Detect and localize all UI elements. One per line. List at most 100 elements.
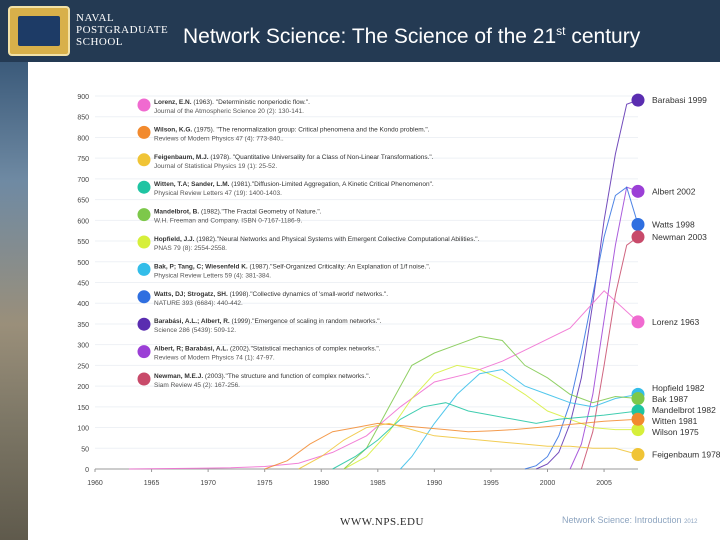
legend-journal: Physical Review Letters 47 (19): 1400-14… xyxy=(154,190,282,197)
series-end-dot xyxy=(631,423,645,437)
end-labels: Barabasi 1999 Albert 2002 Watts 1998 Newman… xyxy=(652,95,720,459)
series-end-dot xyxy=(631,412,645,426)
end-label: Barabasi 1999 xyxy=(652,95,707,105)
series-end-dot xyxy=(631,93,645,107)
y-tick-label: 200 xyxy=(77,384,89,391)
y-tick-label: 650 xyxy=(77,198,89,205)
series-line xyxy=(128,290,639,470)
x-tick-label: 2000 xyxy=(540,480,556,487)
legend-citation: Bak, P; Tang, C; Wiesenfeld K. (1987)."S… xyxy=(154,263,431,270)
legend-journal: Siam Review 45 (2): 167-256. xyxy=(154,382,240,389)
legend-journal: Physical Review Letters 59 (4): 381-384. xyxy=(154,272,271,279)
nps-logo[interactable]: NAVAL POSTGRADUATE SCHOOL xyxy=(8,6,178,56)
y-tick-label: 850 xyxy=(77,115,89,122)
nps-crest-icon xyxy=(8,6,70,56)
legend-dot xyxy=(137,372,151,386)
legend-citation: Lorenz, E.N. (1963). "Deterministic nonp… xyxy=(154,99,310,106)
logo-line: POSTGRADUATE xyxy=(76,24,169,36)
y-tick-label: 150 xyxy=(77,405,89,412)
y-tick-label: 50 xyxy=(81,446,89,453)
slide-title: Network Science: The Science of the 21st… xyxy=(183,18,640,50)
y-tick-label: 350 xyxy=(77,322,89,329)
legend-title: (2003)."The structure and function of co… xyxy=(203,373,370,380)
series-line xyxy=(580,236,639,470)
x-tick-label: 1970 xyxy=(200,480,216,487)
legend-author: Newman, M.E.J. xyxy=(154,373,203,380)
legend-author: Albert, R; Barabási, A.L. xyxy=(154,346,228,353)
footer-note: Network Science: Introduction 2012 xyxy=(562,515,697,525)
legend-title: (1999)."Emergence of scaling in random n… xyxy=(230,318,382,325)
legend-dot xyxy=(137,98,151,112)
header-bar: NAVAL POSTGRADUATE SCHOOL Network Scienc… xyxy=(0,0,720,62)
title-sup: st xyxy=(556,24,566,38)
legend-dot xyxy=(137,345,151,359)
series-end-dot xyxy=(631,230,645,244)
y-tick-label: 300 xyxy=(77,343,89,350)
legend-dot xyxy=(137,153,151,167)
legend-citation: Wilson, K.G. (1975). "The renormalizatio… xyxy=(154,126,430,133)
series-line xyxy=(343,335,639,470)
series-line xyxy=(332,402,639,470)
y-tick-label: 750 xyxy=(77,156,89,163)
citation-chart: 0 50 100 150 200 250 300 350 400 450 500 550 600 650 7… xyxy=(77,93,720,487)
legend-title: (1987)."Self-Organized Criticality: An E… xyxy=(248,263,431,270)
end-label: Lorenz 1963 xyxy=(652,317,700,327)
end-label: Hopfield 1982 xyxy=(652,383,705,393)
series-end-dot xyxy=(631,184,645,198)
x-tick-label: 1985 xyxy=(370,480,386,487)
y-tick-label: 250 xyxy=(77,363,89,370)
legend-author: Watts, DJ; Strogatz, SH. xyxy=(154,291,228,298)
legend-title: (1975). "The renormalization group: Crit… xyxy=(192,126,429,133)
legend-dot xyxy=(137,180,151,194)
footer-url[interactable]: WWW.NPS.EDU xyxy=(340,516,424,528)
legend-author: Mandelbrot, B. xyxy=(154,209,199,216)
y-tick-label: 0 xyxy=(85,467,89,474)
x-tick-label: 1990 xyxy=(427,480,443,487)
legend-author: Lorenz, E.N. xyxy=(154,99,192,106)
y-tick-label: 800 xyxy=(77,135,89,142)
title-main: Network Science: The Science of the 21 xyxy=(183,25,557,48)
y-tick-label: 400 xyxy=(77,301,89,308)
legend-citation: Albert, R; Barabási, A.L. (2002)."Statis… xyxy=(154,346,381,353)
series-end-dot xyxy=(631,447,645,461)
end-label: Mandelbrot 1982 xyxy=(652,405,716,415)
legend-title: (1982)."Neural Networks and Physical Sys… xyxy=(194,236,479,243)
x-tick-label: 1995 xyxy=(483,480,499,487)
legend-author: Hopfield, J.J. xyxy=(154,236,195,243)
end-label: Watts 1998 xyxy=(652,219,695,229)
legend-title: (2002)."Statistical mechanics of complex… xyxy=(228,346,381,353)
legend-journal: W.H. Freeman and Company. ISBN 0-7167-11… xyxy=(154,218,302,225)
footer-page: 2012 xyxy=(684,519,698,525)
legend-dot xyxy=(137,208,151,222)
series-line xyxy=(264,418,639,470)
legend-title: (1982)."The Fractal Geometry of Nature."… xyxy=(199,209,322,216)
end-label: Wilson 1975 xyxy=(652,427,699,437)
legend-citation: Newman, M.E.J. (2003)."The structure and… xyxy=(154,373,371,380)
series-end-dot xyxy=(631,315,645,329)
series-line xyxy=(524,186,639,470)
legend: Lorenz, E.N. (1963). "Deterministic nonp… xyxy=(137,98,480,389)
end-label: Feigenbaum 1978 xyxy=(652,449,720,459)
y-tick-label: 100 xyxy=(77,426,89,433)
axes: 0 50 100 150 200 250 300 350 400 450 500 550 600 650 7… xyxy=(77,94,638,487)
end-label: Witten 1981 xyxy=(652,416,698,426)
legend-dot xyxy=(137,235,151,249)
logo-line: SCHOOL xyxy=(76,36,124,48)
legend-journal: PNAS 79 (8): 2554-2558. xyxy=(154,245,227,252)
grid xyxy=(95,95,638,470)
legend-dot xyxy=(137,125,151,139)
logo-text: NAVAL POSTGRADUATE SCHOOL xyxy=(76,12,168,48)
end-label: Newman 2003 xyxy=(652,232,707,242)
legend-title: (1998)."Collective dynamics of 'small-wo… xyxy=(228,291,388,298)
legend-citation: Feigenbaum, M.J. (1978). "Quantitative U… xyxy=(154,154,434,161)
x-tick-label: 1975 xyxy=(257,480,273,487)
legend-citation: Barabási, A.L.; Albert, R. (1999)."Emerg… xyxy=(154,318,382,325)
legend-dot xyxy=(137,290,151,304)
legend-journal: Science 286 (5439): 509-12. xyxy=(154,327,236,334)
y-tick-label: 450 xyxy=(77,281,89,288)
title-end: century xyxy=(565,25,641,48)
x-tick-label: 2005 xyxy=(596,480,612,487)
series-line xyxy=(298,422,639,470)
legend-dot xyxy=(137,262,151,276)
y-tick-label: 550 xyxy=(77,239,89,246)
